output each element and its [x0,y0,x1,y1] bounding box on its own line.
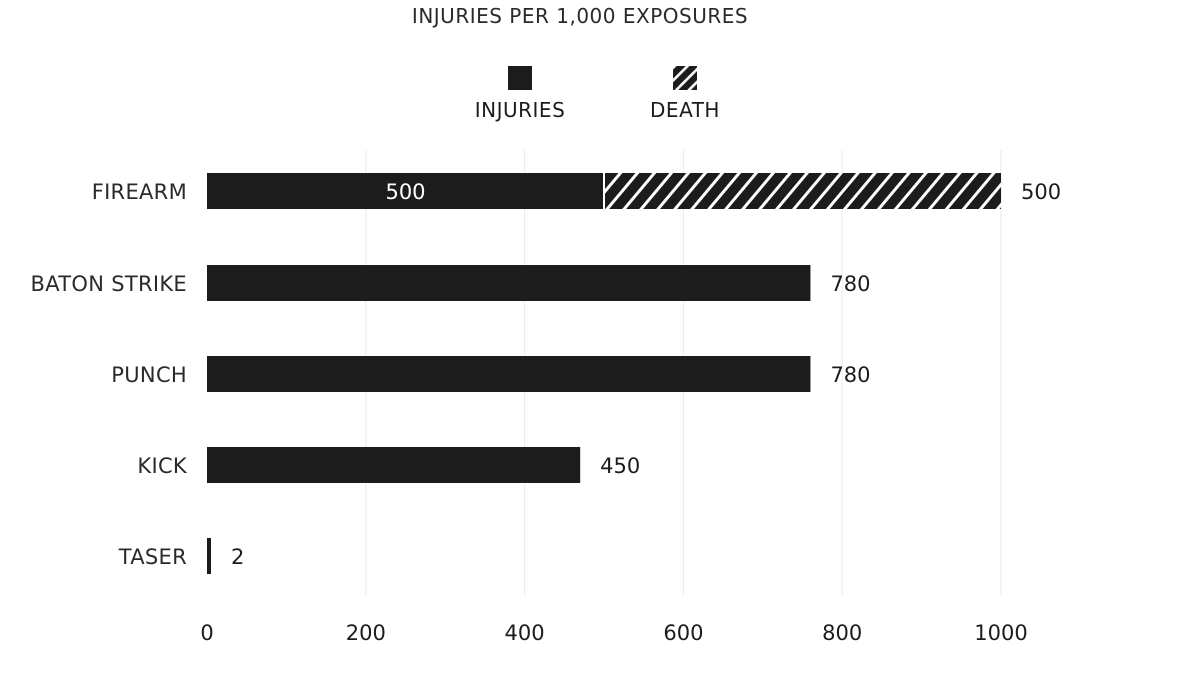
x-tick-label-1000: 1000 [974,621,1027,645]
category-label-firearm: FIREARM [92,180,187,204]
data-label-taser: 2 [231,545,244,569]
bar-kick-injuries [207,447,581,483]
x-tick-label-800: 800 [822,621,862,645]
bar-punch-injuries [207,356,811,392]
legend-label-death: DEATH [650,98,720,122]
x-tick-label-600: 600 [663,621,703,645]
bar-taser-injuries [207,538,211,574]
data-label-punch: 780 [830,363,870,387]
data-label-firearm: 500 [1021,180,1061,204]
category-label-punch: PUNCH [111,363,187,387]
legend-label-injuries: INJURIES [474,98,566,122]
x-tick-label-0: 0 [200,621,213,645]
legend-swatch-hatched [673,66,697,90]
x-tick-label-200: 200 [346,621,386,645]
category-label-baton-strike: BATON STRIKE [31,272,187,296]
legend-injuries: INJURIES [455,66,585,122]
chart-title: INJURIES PER 1,000 EXPOSURES [411,4,749,28]
bar-firearm-injuries [207,173,604,209]
data-label-baton-strike: 780 [830,272,870,296]
data-label-kick: 450 [600,454,640,478]
legend-death: DEATH [625,66,745,122]
category-label-taser: TASER [118,545,187,569]
legend-swatch-solid [508,66,532,90]
bar-baton-strike-injuries [207,265,811,301]
category-label-kick: KICK [137,454,188,478]
data-label-inside-firearm: 500 [385,180,425,204]
x-tick-label-400: 400 [505,621,545,645]
bar-firearm-death [604,173,1001,209]
